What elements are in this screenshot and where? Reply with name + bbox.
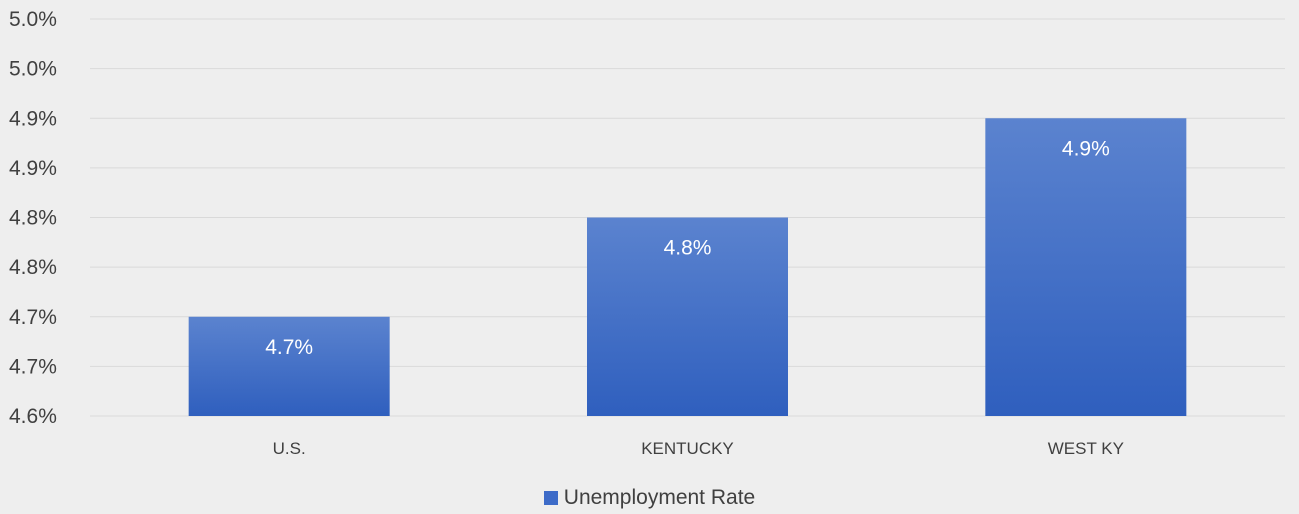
bar-data-label: 4.8% xyxy=(664,237,712,260)
y-tick-label: 5.0% xyxy=(9,8,57,31)
y-tick-label: 4.8% xyxy=(9,207,57,230)
y-tick-label: 4.6% xyxy=(9,405,57,428)
y-axis-tick-labels: 4.6% 4.7% 4.7% 4.8% 4.8% 4.9% 4.9% 5.0% 5.0% xyxy=(9,8,57,428)
y-tick-label: 5.0% xyxy=(9,58,57,81)
bar xyxy=(985,118,1187,416)
legend-label: Unemployment Rate xyxy=(563,486,756,509)
x-category-label: KENTUCKY xyxy=(641,439,734,458)
y-tick-label: 4.7% xyxy=(9,355,57,378)
y-tick-label: 4.9% xyxy=(9,157,57,180)
data-labels: 4.7% 4.8% 4.9% xyxy=(265,137,1110,359)
legend-swatch xyxy=(543,491,558,505)
bar-data-label: 4.7% xyxy=(265,336,313,359)
y-tick-label: 4.8% xyxy=(9,256,57,279)
bar xyxy=(188,316,390,416)
x-category-label: WEST KY xyxy=(1048,439,1124,458)
x-category-label: U.S. xyxy=(273,439,306,458)
bar-data-label: 4.9% xyxy=(1062,137,1110,160)
bar xyxy=(587,217,788,416)
legend: Unemployment Rate xyxy=(0,486,1299,510)
y-tick-label: 4.7% xyxy=(9,306,57,329)
bars xyxy=(188,118,1187,416)
y-tick-label: 4.9% xyxy=(9,107,57,130)
x-axis-category-labels: U.S. KENTUCKY WEST KY xyxy=(273,439,1124,458)
